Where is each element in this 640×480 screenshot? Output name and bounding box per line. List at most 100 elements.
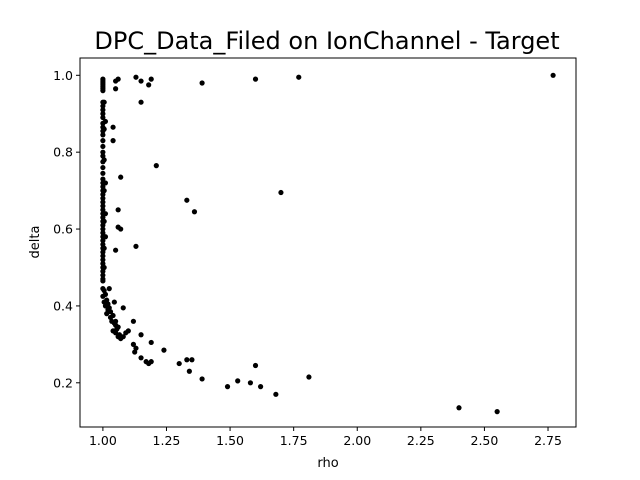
data-point (100, 230, 106, 236)
data-point (100, 199, 106, 205)
data-point (138, 99, 144, 105)
data-point (153, 163, 159, 169)
data-point (101, 264, 107, 271)
data-point (100, 107, 106, 113)
data-point (494, 409, 500, 415)
data-point (100, 253, 106, 259)
data-point (456, 405, 462, 411)
data-point (247, 380, 254, 386)
data-point (273, 391, 279, 397)
data-point (102, 118, 109, 125)
data-point (100, 114, 106, 121)
data-point (148, 339, 154, 346)
data-point (120, 305, 126, 311)
data-point (130, 341, 137, 347)
data-point (100, 257, 106, 263)
data-point (118, 226, 124, 232)
data-point (199, 80, 205, 86)
data-point (138, 332, 144, 338)
x-tick-label: 2.75 (534, 433, 562, 448)
data-point (184, 197, 190, 203)
data-point (115, 207, 121, 213)
data-point (100, 111, 106, 117)
y-tick-label: 1.0 (53, 68, 73, 83)
data-point (184, 357, 190, 363)
chart-title: DPC_Data_Filed on IonChannel - Target (94, 27, 559, 55)
data-point (161, 347, 167, 353)
data-point (110, 124, 116, 130)
data-point (100, 293, 106, 299)
data-point (100, 203, 106, 209)
y-axis-ticks: 0.2 0.4 0.6 0.8 1.0 (53, 68, 80, 390)
data-point (189, 357, 195, 363)
data-point (101, 245, 107, 251)
data-point (100, 149, 106, 155)
data-point (148, 76, 154, 82)
x-tick-label: 2.50 (471, 433, 499, 448)
x-tick-label: 1.00 (89, 433, 117, 448)
x-tick-label: 1.50 (216, 433, 244, 448)
data-point (130, 318, 137, 324)
y-tick-label: 0.8 (53, 145, 73, 160)
y-axis-label: delta (28, 226, 43, 259)
data-points (100, 72, 556, 415)
data-point (257, 384, 264, 390)
data-point (100, 272, 106, 278)
data-point (133, 74, 139, 80)
data-point (100, 132, 106, 138)
x-tick-label: 2.00 (343, 433, 371, 448)
data-point (199, 376, 205, 382)
data-point (224, 384, 231, 390)
y-tick-label: 0.4 (53, 298, 73, 313)
x-axis-ticks: 1.00 1.25 1.50 1.75 2.00 2.25 2.50 2.75 (89, 427, 562, 448)
data-point (252, 76, 259, 82)
data-point (106, 286, 112, 292)
data-point (278, 189, 284, 196)
data-point (100, 237, 106, 244)
data-point (252, 362, 259, 369)
data-point (146, 82, 152, 88)
data-point (100, 138, 106, 144)
data-point (100, 207, 106, 213)
data-point (113, 318, 119, 324)
data-point (148, 359, 154, 365)
data-point (101, 188, 107, 194)
data-point (176, 360, 182, 367)
x-tick-label: 1.25 (153, 433, 181, 448)
data-point (110, 138, 116, 144)
data-point (186, 368, 192, 374)
x-axis-label: rho (317, 456, 338, 471)
data-point (118, 174, 124, 180)
data-point (100, 195, 106, 201)
data-point (104, 311, 110, 317)
data-point (113, 86, 119, 92)
data-point (138, 355, 144, 361)
data-point (102, 211, 109, 217)
data-point (296, 74, 302, 80)
data-point (550, 72, 556, 78)
data-point (132, 349, 138, 355)
data-point (138, 78, 144, 84)
data-point (101, 126, 107, 132)
data-point (102, 234, 109, 240)
data-point (120, 334, 126, 340)
data-point (100, 278, 106, 284)
data-point (235, 378, 241, 384)
plot-frame (79, 57, 577, 428)
data-point (306, 374, 312, 380)
data-point (133, 243, 139, 249)
x-tick-label: 2.25 (407, 433, 435, 448)
y-tick-label: 0.6 (53, 222, 73, 237)
data-point (125, 328, 131, 334)
y-tick-label: 0.2 (53, 375, 73, 390)
data-point (111, 299, 117, 305)
plot-area (80, 58, 576, 427)
data-point (100, 143, 106, 150)
data-point (102, 180, 109, 186)
data-point (100, 164, 106, 171)
data-point (100, 170, 106, 176)
data-point (191, 209, 198, 215)
data-point (101, 218, 107, 224)
data-point (101, 157, 107, 163)
